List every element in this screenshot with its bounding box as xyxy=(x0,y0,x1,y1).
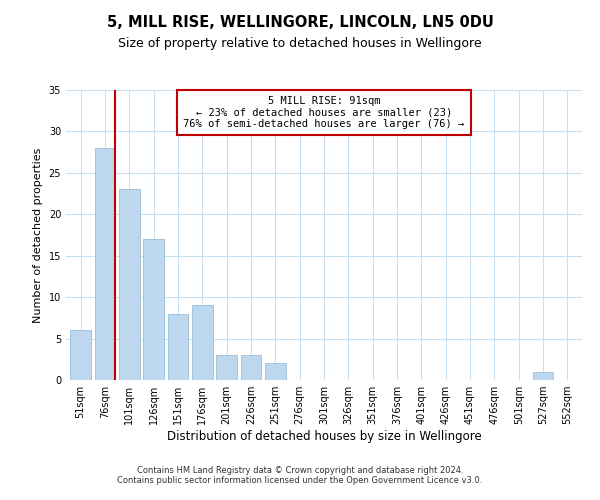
Text: 5 MILL RISE: 91sqm
← 23% of detached houses are smaller (23)
76% of semi-detache: 5 MILL RISE: 91sqm ← 23% of detached hou… xyxy=(184,96,464,129)
Text: 5, MILL RISE, WELLINGORE, LINCOLN, LN5 0DU: 5, MILL RISE, WELLINGORE, LINCOLN, LN5 0… xyxy=(107,15,493,30)
Bar xyxy=(533,372,553,380)
Bar xyxy=(192,306,212,380)
Y-axis label: Number of detached properties: Number of detached properties xyxy=(33,148,43,322)
Bar xyxy=(70,330,91,380)
X-axis label: Distribution of detached houses by size in Wellingore: Distribution of detached houses by size … xyxy=(167,430,481,443)
Bar xyxy=(216,355,237,380)
Bar xyxy=(143,239,164,380)
Bar xyxy=(265,364,286,380)
Bar xyxy=(167,314,188,380)
Text: Size of property relative to detached houses in Wellingore: Size of property relative to detached ho… xyxy=(118,38,482,51)
Bar xyxy=(119,190,140,380)
Bar xyxy=(241,355,262,380)
Text: Contains HM Land Registry data © Crown copyright and database right 2024.
Contai: Contains HM Land Registry data © Crown c… xyxy=(118,466,482,485)
Bar xyxy=(95,148,115,380)
